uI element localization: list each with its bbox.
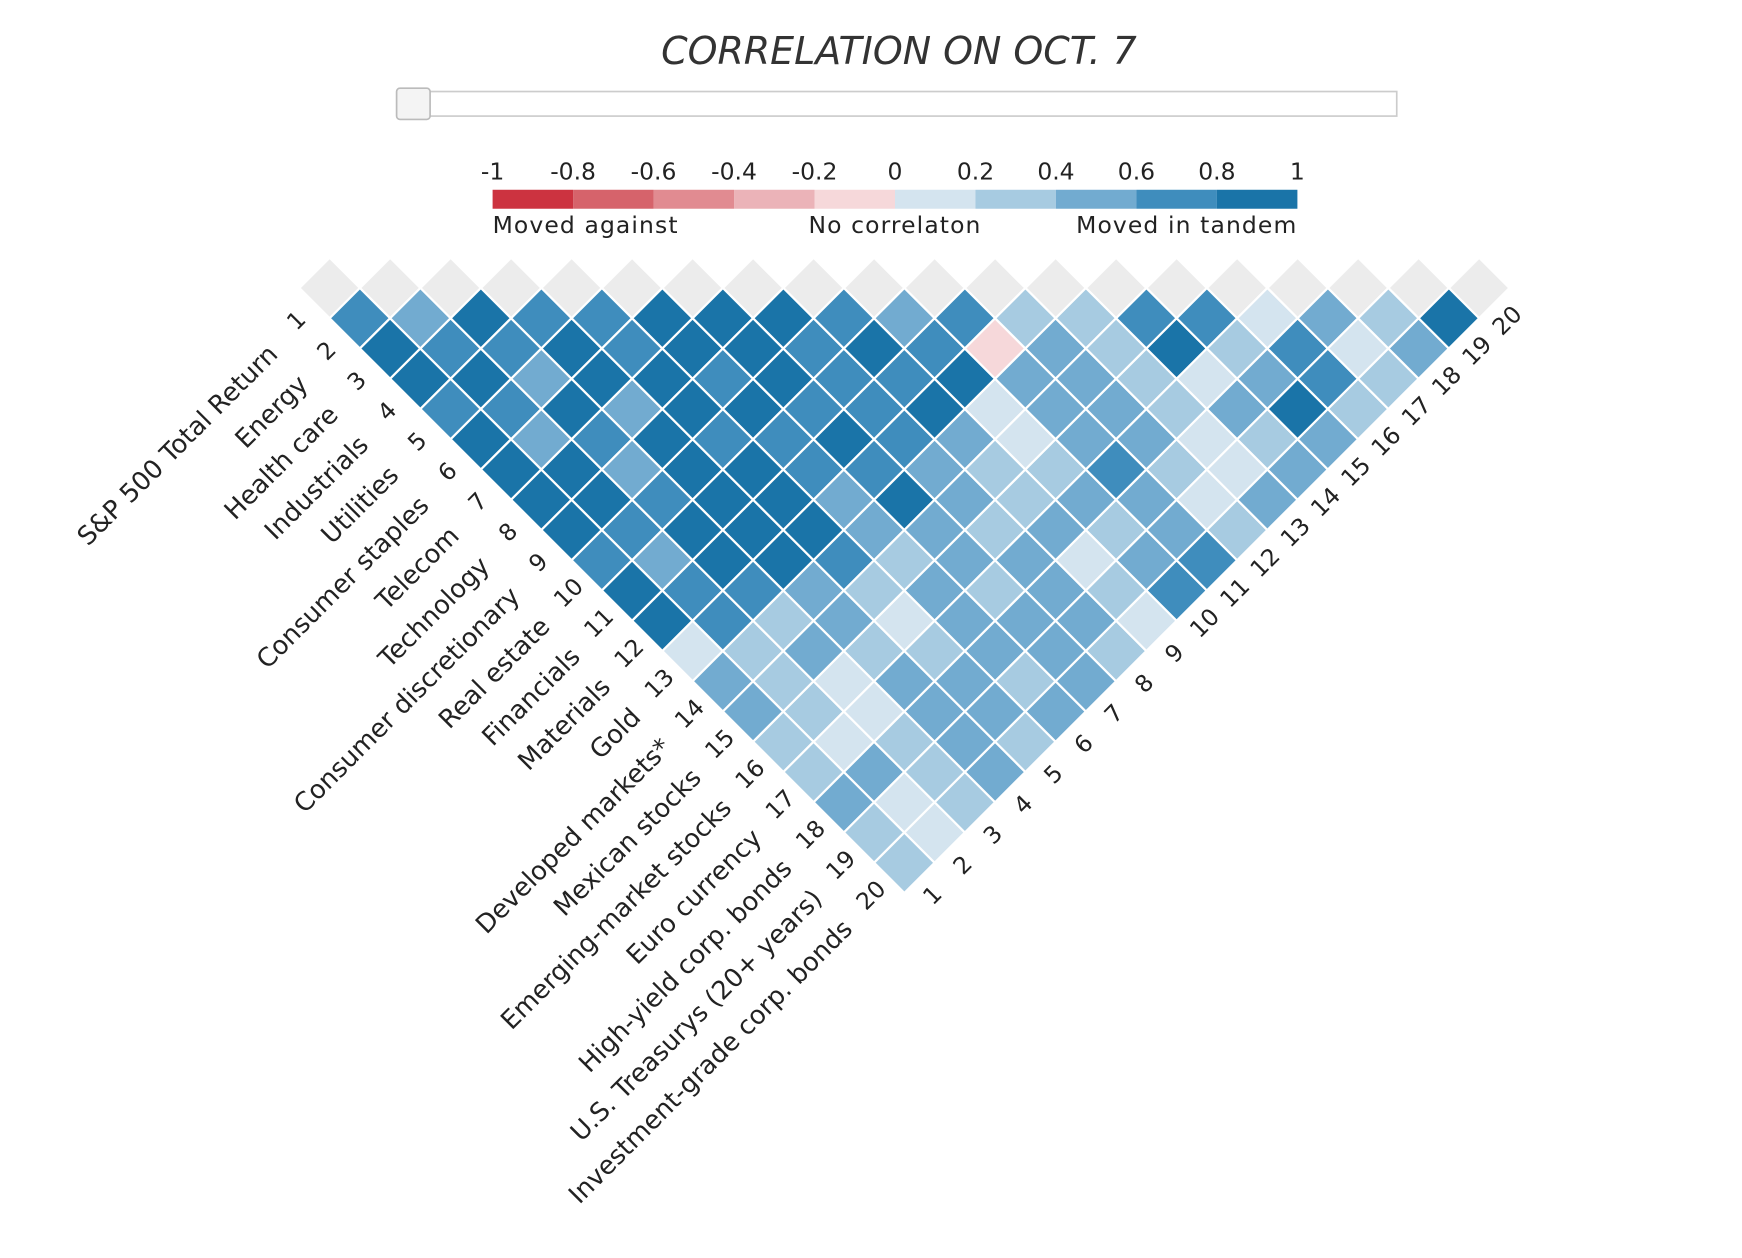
row-index: 19 xyxy=(820,844,861,885)
legend-swatch xyxy=(1136,189,1217,209)
legend-tick-label: -0.8 xyxy=(550,158,596,186)
legend-tick-label: -0.2 xyxy=(792,158,838,186)
column-index: 8 xyxy=(1129,668,1159,698)
column-index: 9 xyxy=(1159,638,1189,668)
column-index: 2 xyxy=(947,850,977,880)
row-index: 8 xyxy=(493,517,523,547)
slider-track[interactable] xyxy=(399,90,1398,117)
legend-swatch xyxy=(975,189,1056,209)
legend-tick-label: 0.8 xyxy=(1198,158,1235,186)
legend-tick-label: -1 xyxy=(481,158,504,186)
legend-swatch xyxy=(492,189,574,209)
row-index: 13 xyxy=(639,663,680,704)
legend-tick-label: -0.6 xyxy=(631,158,677,186)
legend-tick-label: 0 xyxy=(888,158,903,186)
slider-handle[interactable] xyxy=(395,87,431,121)
column-index: 6 xyxy=(1068,729,1098,759)
row-index: 11 xyxy=(578,602,619,643)
column-index: 4 xyxy=(1008,789,1038,819)
legend-swatch xyxy=(1055,189,1137,209)
row-index: 14 xyxy=(669,693,710,734)
column-index: 3 xyxy=(978,819,1008,849)
legend-swatch xyxy=(573,189,654,209)
heat-cell xyxy=(1417,286,1481,351)
column-index: 1 xyxy=(917,880,947,910)
row-index: 7 xyxy=(463,487,493,517)
row-index: 16 xyxy=(729,754,770,795)
row-index: 12 xyxy=(608,633,649,674)
row-index: 3 xyxy=(342,366,372,396)
legend-swatch xyxy=(653,189,735,209)
legend-swatch xyxy=(1216,189,1298,209)
legend-label: No correlaton xyxy=(808,211,981,239)
row-index: 17 xyxy=(760,784,801,825)
row-index: 6 xyxy=(432,456,462,486)
legend-tick-label: 1 xyxy=(1290,158,1305,186)
row-index: 4 xyxy=(372,396,402,426)
row-index: 1 xyxy=(281,305,311,335)
column-index: 5 xyxy=(1038,759,1068,789)
slider[interactable] xyxy=(395,87,1398,121)
row-index: 9 xyxy=(523,547,553,577)
legend-tick-label: -0.4 xyxy=(711,158,757,186)
legend-swatch xyxy=(814,189,895,209)
column-index: 7 xyxy=(1099,698,1129,728)
legend-tick-label: 0.2 xyxy=(957,158,994,186)
legend-tick-label: 0.4 xyxy=(1037,158,1074,186)
row-index: 10 xyxy=(548,572,589,613)
row-index: 5 xyxy=(402,426,432,456)
legend-label: Moved in tandem xyxy=(1076,211,1297,239)
row-index: 2 xyxy=(311,335,341,365)
legend-swatch xyxy=(894,189,976,209)
legend-tick-label: 0.6 xyxy=(1118,158,1155,186)
row-index: 15 xyxy=(699,723,740,764)
legend-label: Moved against xyxy=(493,211,679,239)
row-index: 18 xyxy=(790,814,831,855)
row-index: 20 xyxy=(850,875,891,916)
chart-title: CORRELATION ON OCT. 7 xyxy=(661,29,1137,73)
legend-swatch xyxy=(734,189,815,209)
